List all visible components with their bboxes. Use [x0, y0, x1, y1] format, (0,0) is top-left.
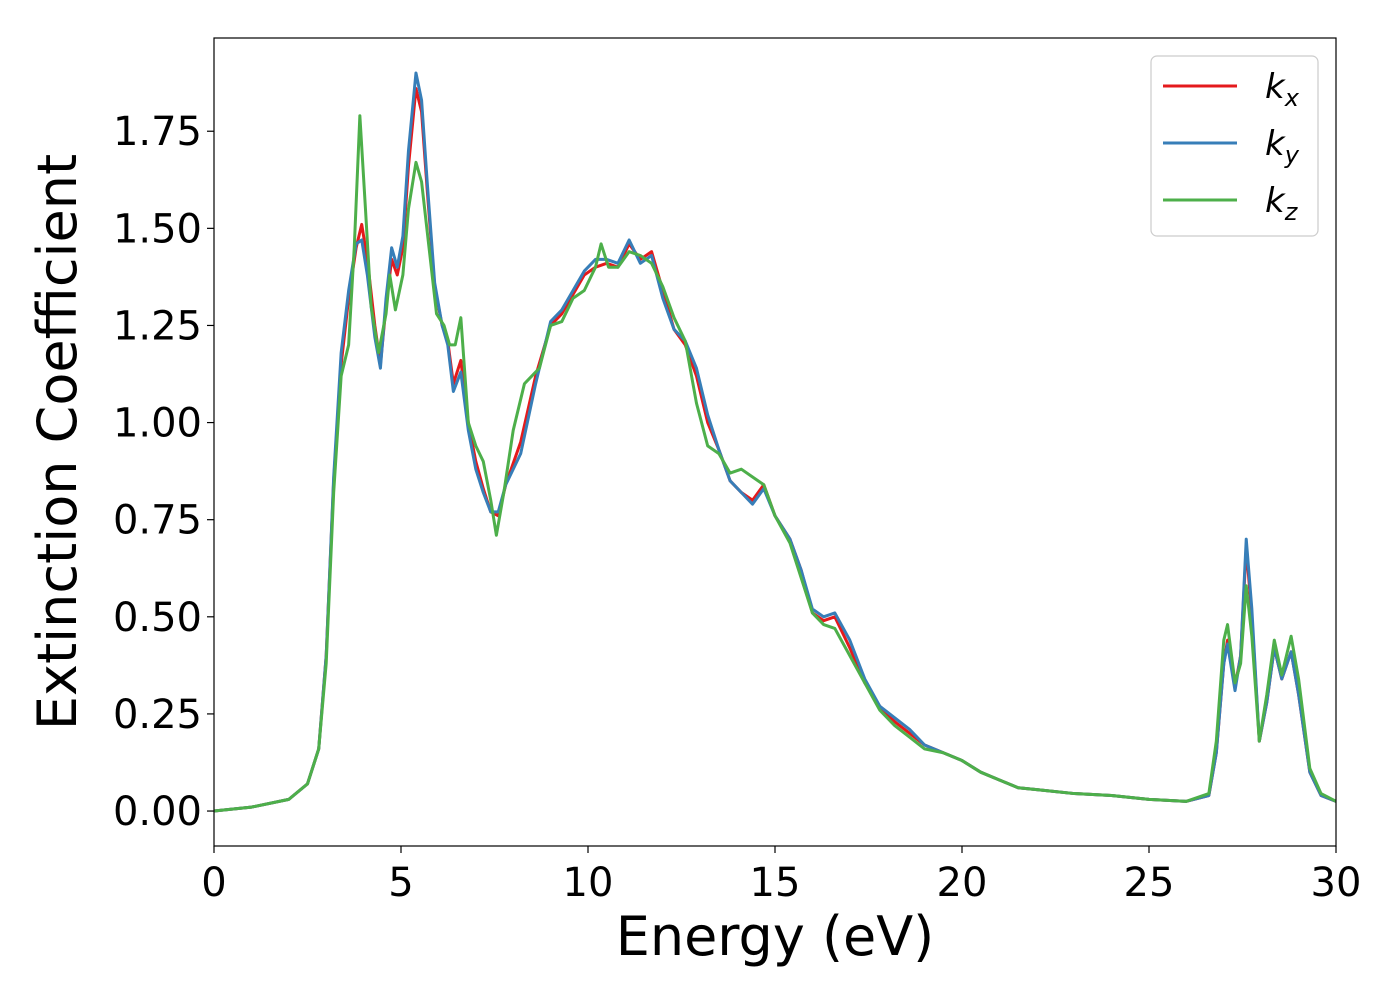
- x-tick-label: 10: [563, 860, 614, 906]
- legend-label-ky: ky: [1265, 124, 1300, 169]
- series-line-kz: [214, 114, 1336, 813]
- ticks-layer: 0 5 10 15 20 25 30 0.00 0.25 0.50 0.75 1.00 1.25 1.50…: [113, 109, 1362, 906]
- y-tick-label: 0.00: [113, 789, 202, 835]
- y-axis-label: Extinction Coefficient: [26, 154, 89, 730]
- x-tick-label: 20: [937, 860, 988, 906]
- x-axis-label: Energy (eV): [616, 905, 935, 968]
- y-tick-label: 1.50: [113, 206, 202, 252]
- legend-label-kx: kx: [1265, 67, 1300, 112]
- y-tick-label: 1.00: [113, 401, 202, 447]
- legend-box: [1150, 55, 1319, 237]
- series-layer: [214, 71, 1336, 813]
- y-tick-label: 0.25: [113, 692, 202, 738]
- x-tick-label: 30: [1311, 860, 1362, 906]
- y-tick-label: 0.50: [113, 595, 202, 641]
- y-tick-label: 1.25: [113, 303, 202, 349]
- y-tick-label: 0.75: [113, 498, 202, 544]
- x-tick-label: 15: [750, 860, 801, 906]
- x-tick-label: 5: [388, 860, 413, 906]
- x-tick-label: 0: [201, 860, 226, 906]
- y-tick-label: 1.75: [113, 109, 202, 155]
- x-tick-label: 25: [1124, 860, 1175, 906]
